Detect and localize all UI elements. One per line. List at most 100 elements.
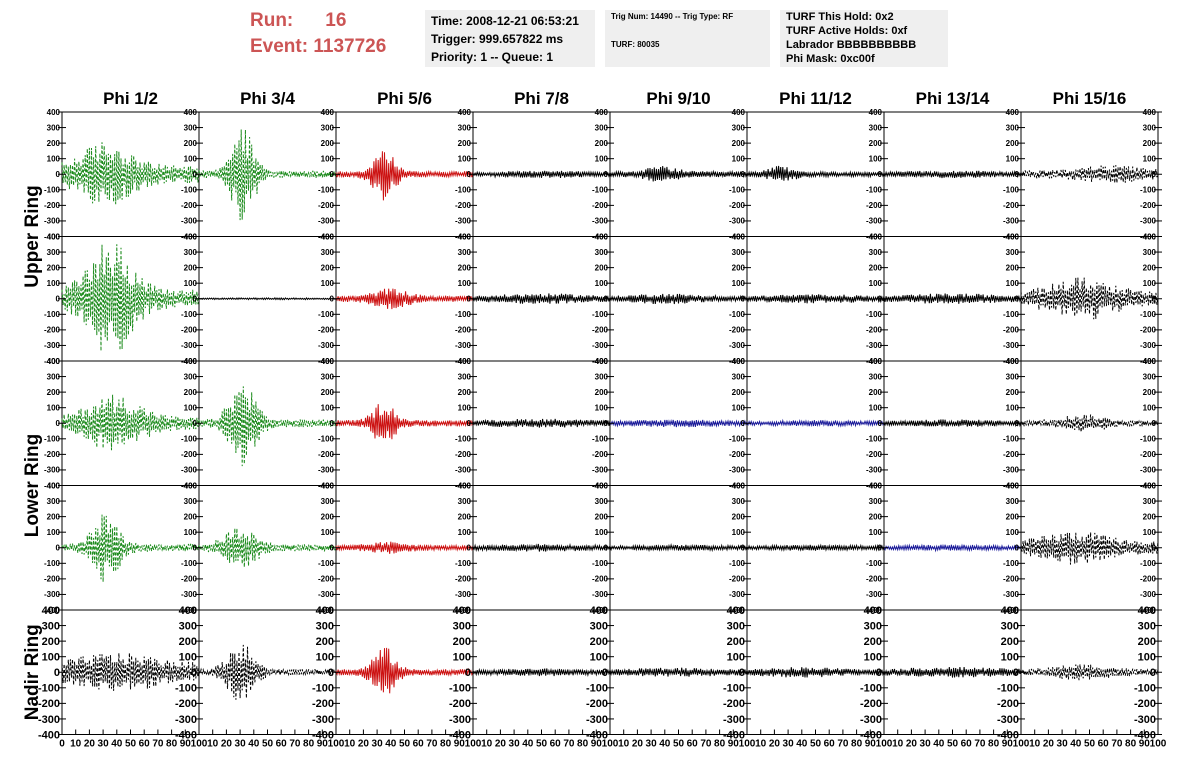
x-tick-label: 50 xyxy=(1084,739,1096,750)
y-tick-label: 0 xyxy=(604,170,609,179)
waveform-panel xyxy=(335,236,474,362)
y-tick-label: 200 xyxy=(1001,636,1019,648)
y-tick-label: -200 xyxy=(729,575,746,584)
y-tick-label: 0 xyxy=(465,667,471,679)
y-tick-label: 0 xyxy=(330,544,335,553)
y-tick-label: 100 xyxy=(732,154,746,163)
y-tick-label: 200 xyxy=(732,139,746,148)
y-tick-label: -100 xyxy=(1140,559,1157,568)
y-tick-label: -100 xyxy=(318,186,335,195)
x-tick-label: 20 xyxy=(495,739,507,750)
turf-hold-line: TURF This Hold: 0x2 xyxy=(786,11,894,23)
waveform-trace xyxy=(198,644,337,700)
y-tick-label: -300 xyxy=(1140,341,1157,350)
y-tick-label: 400 xyxy=(1138,605,1156,617)
y-tick-label: 400 xyxy=(458,108,472,117)
y-tick-label: 0 xyxy=(467,170,472,179)
x-tick-label: 40 xyxy=(248,739,260,750)
y-tick-label: 0 xyxy=(467,419,472,428)
y-tick-label: 200 xyxy=(869,263,883,272)
y-tick-label: 200 xyxy=(184,388,198,397)
waveform-trace xyxy=(609,293,748,305)
y-tick-label: -400 xyxy=(312,729,334,741)
y-tick-label: -300 xyxy=(729,466,746,475)
y-tick-label: 400 xyxy=(179,605,197,617)
y-tick-label: 0 xyxy=(878,295,883,304)
waveform-panel xyxy=(198,111,337,237)
x-tick-label: 10 xyxy=(344,739,356,750)
y-tick-label: 200 xyxy=(47,263,61,272)
event-label: Event: xyxy=(250,36,309,57)
y-tick-label: -100 xyxy=(592,310,609,319)
y-tick-label: 0 xyxy=(1013,667,1019,679)
y-tick-label: -200 xyxy=(586,698,608,710)
waveform-panel xyxy=(883,360,1022,486)
y-tick-label: -200 xyxy=(1003,450,1020,459)
y-tick-label: 400 xyxy=(1143,357,1157,366)
y-tick-label: -200 xyxy=(1003,201,1020,210)
y-tick-label: 100 xyxy=(869,528,883,537)
waveform-panel xyxy=(609,485,748,611)
y-tick-label: 100 xyxy=(179,652,197,664)
x-tick-label: 40 xyxy=(522,739,534,750)
x-tick-label: 10 xyxy=(618,739,630,750)
y-tick-label: -200 xyxy=(729,326,746,335)
y-tick-label: 400 xyxy=(732,232,746,241)
y-tick-label: -400 xyxy=(44,232,61,241)
y-tick-label: 100 xyxy=(732,403,746,412)
y-tick-label: 200 xyxy=(458,139,472,148)
y-tick-label: -300 xyxy=(44,590,61,599)
y-tick-label: -100 xyxy=(44,310,61,319)
y-tick-label: -200 xyxy=(455,201,472,210)
x-tick-label: 100 xyxy=(876,739,893,750)
turf-line: TURF: 80035 xyxy=(611,40,660,49)
y-tick-label: 400 xyxy=(316,605,334,617)
waveform-panel xyxy=(198,236,337,362)
y-tick-label: 200 xyxy=(595,512,609,521)
y-tick-label: 400 xyxy=(453,605,471,617)
y-tick-label: -100 xyxy=(455,435,472,444)
y-tick-label: 100 xyxy=(595,279,609,288)
y-tick-label: 100 xyxy=(1006,528,1020,537)
x-tick-label: 30 xyxy=(920,739,932,750)
x-tick-label: 30 xyxy=(98,739,110,750)
y-tick-label: 0 xyxy=(467,544,472,553)
y-tick-label: -200 xyxy=(1140,201,1157,210)
y-tick-label: 0 xyxy=(1015,419,1020,428)
x-tick-label: 80 xyxy=(714,739,726,750)
y-tick-label: -100 xyxy=(1134,683,1156,695)
waveform-trace xyxy=(61,394,200,451)
x-tick-label: 30 xyxy=(1057,739,1069,750)
y-tick-label: -200 xyxy=(318,450,335,459)
y-tick-label: -100 xyxy=(729,186,746,195)
y-tick-label: 300 xyxy=(184,123,198,132)
ring-label: Upper Ring xyxy=(22,185,43,287)
y-tick-label: -100 xyxy=(592,435,609,444)
y-tick-label: -300 xyxy=(1140,217,1157,226)
y-tick-label: 100 xyxy=(453,652,471,664)
y-tick-label: -300 xyxy=(1140,590,1157,599)
y-tick-label: 200 xyxy=(869,139,883,148)
y-tick-label: 300 xyxy=(321,372,335,381)
time-info-box: Time: 2008-12-21 06:53:21 Trigger: 999.6… xyxy=(425,10,595,67)
y-tick-label: -400 xyxy=(1140,481,1157,490)
x-tick-label: 10 xyxy=(1029,739,1041,750)
y-tick-label: 400 xyxy=(47,108,61,117)
y-tick-label: 100 xyxy=(1143,403,1157,412)
turf-info-box: TURF This Hold: 0x2 TURF Active Holds: 0… xyxy=(780,10,948,67)
y-tick-label: -300 xyxy=(1003,466,1020,475)
x-tick-label: 90 xyxy=(865,739,877,750)
y-tick-label: 100 xyxy=(458,403,472,412)
y-tick-label: -400 xyxy=(997,729,1019,741)
waveform-panel xyxy=(883,111,1022,237)
y-tick-label: 100 xyxy=(1006,403,1020,412)
column-title: Phi 7/8 xyxy=(514,89,569,108)
column-title: Phi 5/6 xyxy=(377,89,432,108)
x-tick-label: 20 xyxy=(358,739,370,750)
y-tick-label: -200 xyxy=(181,201,198,210)
y-tick-label: 300 xyxy=(595,123,609,132)
y-tick-label: -200 xyxy=(44,201,61,210)
waveform-trace xyxy=(1020,277,1159,320)
y-tick-label: -400 xyxy=(1003,481,1020,490)
x-tick-label: 10 xyxy=(70,739,82,750)
